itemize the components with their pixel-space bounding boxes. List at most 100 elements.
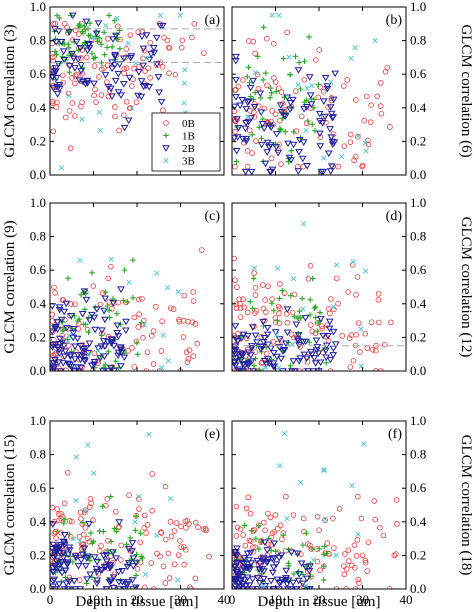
marker-2b xyxy=(81,563,90,570)
marker-2b xyxy=(319,98,328,105)
marker-2b xyxy=(149,45,158,52)
marker-2b xyxy=(266,168,275,175)
marker-2b xyxy=(331,70,340,78)
marker-0b xyxy=(189,34,195,41)
marker-0b xyxy=(83,54,90,61)
marker-2b xyxy=(77,62,86,69)
marker-1b xyxy=(296,308,303,314)
marker-2b xyxy=(316,143,325,150)
marker-1b xyxy=(260,24,267,30)
marker-2b xyxy=(58,569,66,577)
marker-2b xyxy=(289,141,298,149)
marker-0b xyxy=(76,31,82,37)
marker-1b xyxy=(256,546,262,552)
marker-2b xyxy=(90,554,99,562)
marker-0b xyxy=(113,508,119,515)
marker-2b xyxy=(321,113,330,121)
marker-2b xyxy=(287,157,295,164)
marker-2b xyxy=(85,317,94,325)
marker-2b xyxy=(299,338,308,346)
marker-1b xyxy=(133,551,140,558)
marker-3b xyxy=(167,495,173,502)
y-tick-label: 0.2 xyxy=(410,329,426,344)
marker-0b xyxy=(374,93,381,100)
marker-2b xyxy=(102,586,111,589)
marker-0b xyxy=(291,291,298,298)
marker-0b xyxy=(290,512,297,518)
marker-2b xyxy=(108,93,116,101)
marker-2b xyxy=(109,299,118,307)
marker-1b xyxy=(113,528,120,535)
marker-0b xyxy=(284,29,290,36)
marker-1b xyxy=(282,129,289,135)
marker-0b xyxy=(277,522,284,529)
marker-3b xyxy=(126,279,132,285)
marker-0b xyxy=(50,311,56,318)
marker-3b xyxy=(157,12,164,19)
marker-2b xyxy=(326,126,334,133)
marker-2b xyxy=(117,92,125,100)
y-tick-label: 0.6 xyxy=(410,66,427,81)
marker-1b xyxy=(254,53,261,60)
marker-0b xyxy=(320,88,327,95)
marker-0b xyxy=(76,533,83,540)
marker-3b xyxy=(262,365,268,371)
marker-2b xyxy=(57,559,66,567)
marker-2b xyxy=(60,586,69,589)
marker-0b xyxy=(354,274,361,280)
y-tick-label: 0.0 xyxy=(410,363,426,378)
marker-0b xyxy=(356,580,362,586)
marker-2b xyxy=(256,560,264,568)
marker-0b xyxy=(50,504,56,511)
marker-2b xyxy=(232,343,240,351)
marker-0b xyxy=(328,296,334,302)
marker-0b xyxy=(195,524,201,531)
marker-0b xyxy=(252,292,259,298)
marker-0b xyxy=(393,551,399,557)
marker-2b xyxy=(313,344,322,351)
marker-0b xyxy=(292,88,299,94)
marker-2b xyxy=(232,323,240,330)
marker-0b xyxy=(260,282,266,288)
marker-0b xyxy=(90,283,97,289)
marker-0b xyxy=(347,364,354,370)
marker-0b xyxy=(232,277,238,284)
marker-0b xyxy=(69,518,75,525)
marker-0b xyxy=(245,494,252,501)
marker-2b xyxy=(242,138,251,145)
marker-1b xyxy=(52,36,59,42)
marker-0b xyxy=(54,506,61,512)
marker-0b xyxy=(127,32,134,38)
marker-2b xyxy=(246,549,255,557)
marker-2b xyxy=(263,331,272,339)
marker-1b xyxy=(285,560,292,566)
y-tick-label: 0.6 xyxy=(30,262,47,277)
marker-2b xyxy=(162,145,170,152)
marker-2b xyxy=(94,345,103,352)
panel-label: (c) xyxy=(204,209,220,224)
marker-2b xyxy=(265,144,274,151)
marker-0b xyxy=(315,94,322,101)
marker-2b xyxy=(310,355,319,362)
marker-2b xyxy=(50,344,57,351)
marker-2b xyxy=(61,567,70,575)
marker-2b xyxy=(314,350,323,357)
marker-0b xyxy=(142,68,148,74)
marker-0b xyxy=(232,128,238,135)
marker-0b xyxy=(262,527,268,534)
marker-2b xyxy=(106,565,115,572)
marker-1b xyxy=(306,34,312,40)
marker-0b xyxy=(268,155,275,162)
marker-2b xyxy=(156,22,165,30)
marker-2b xyxy=(283,94,292,102)
marker-0b xyxy=(54,99,60,106)
y-tick-label: 0.8 xyxy=(30,447,46,462)
marker-2b xyxy=(124,579,133,586)
marker-2b xyxy=(115,61,124,68)
marker-0b xyxy=(161,34,167,41)
marker-2b xyxy=(257,109,266,116)
marker-2b xyxy=(94,20,103,27)
marker-3b xyxy=(144,55,150,62)
marker-0b xyxy=(365,141,372,148)
marker-3b xyxy=(355,531,361,537)
